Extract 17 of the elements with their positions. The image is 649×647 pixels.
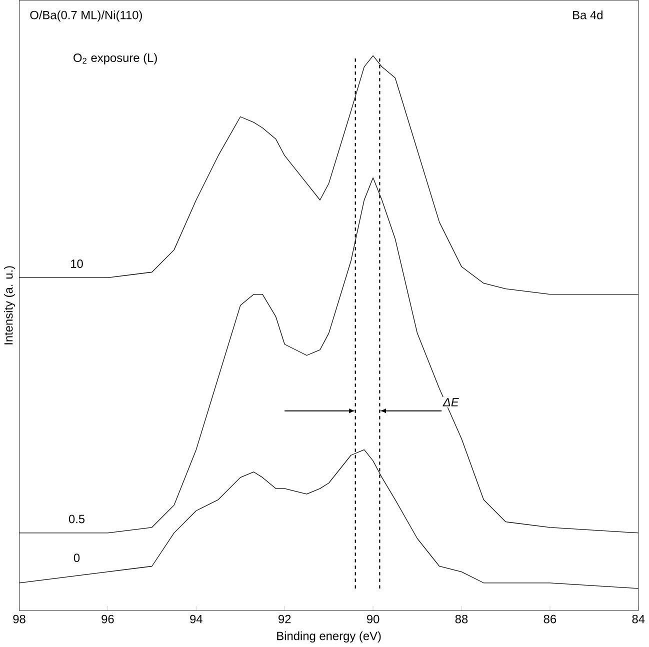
y-axis-title: Intensity (a. u.) bbox=[4, 266, 16, 345]
x-tick-label: 92 bbox=[278, 615, 291, 624]
x-tick-label: 90 bbox=[366, 615, 380, 624]
x-tick-label: 98 bbox=[13, 615, 26, 624]
x-tick-label: 86 bbox=[544, 615, 556, 624]
legend-title: O$_{2}$ exposure (L) bbox=[74, 53, 157, 65]
x-tick-label: 84 bbox=[632, 615, 645, 624]
annotation: ΔE bbox=[442, 398, 459, 407]
series-label: 0 bbox=[74, 554, 80, 562]
chart-title: O/Ba(0.7 ML)/Ni(110) bbox=[30, 10, 142, 22]
x-tick-label: 94 bbox=[190, 615, 202, 624]
x-axis-title: Binding energy (eV) bbox=[277, 632, 381, 643]
x-tick-label: 88 bbox=[455, 615, 468, 624]
chart-subtitle: Ba 4d bbox=[573, 10, 602, 20]
series-label: 10 bbox=[71, 260, 83, 268]
series-label: 0.5 bbox=[68, 515, 85, 524]
x-tick-label: 96 bbox=[102, 615, 114, 624]
